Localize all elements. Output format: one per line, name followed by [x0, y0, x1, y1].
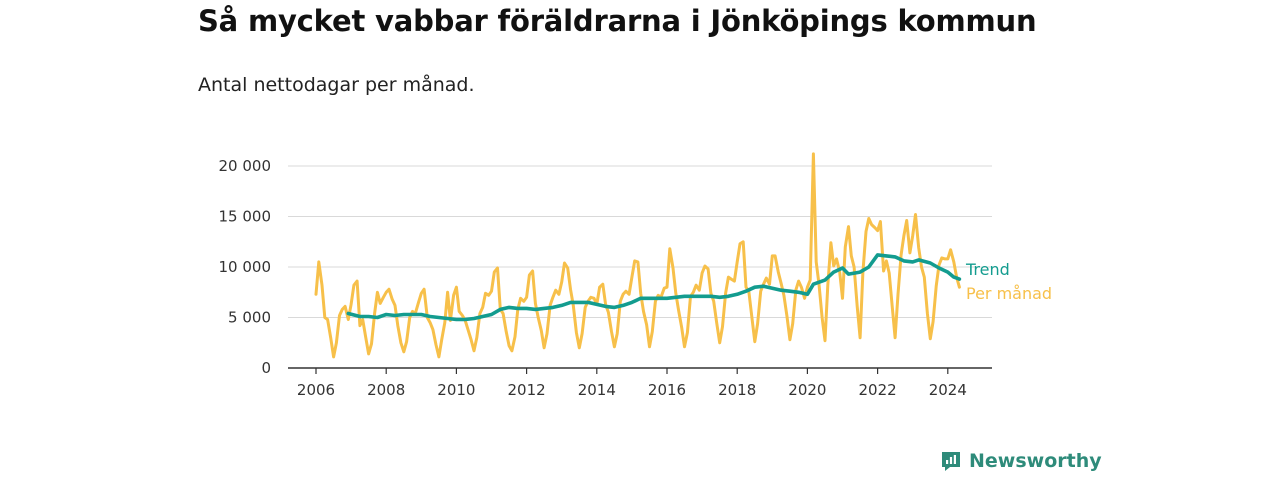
y-tick-label: 10 000 — [219, 258, 272, 276]
x-tick-label: 2006 — [297, 381, 335, 399]
newsworthy-logo-icon — [942, 452, 960, 471]
y-tick-label: 20 000 — [219, 157, 272, 175]
x-axis: 2006 2008 2010 2012 2014 2016 2018 2020 2022 2024 — [288, 367, 992, 399]
per-manad-label: Per månad — [966, 284, 1052, 303]
y-tick-label: 15 000 — [219, 208, 272, 226]
chart-subtitle: Antal nettodagar per månad. — [198, 74, 475, 96]
per-manad-line — [314, 152, 961, 359]
x-tick-label: 2018 — [718, 381, 756, 399]
series-lines — [314, 152, 962, 359]
x-tick-label: 2022 — [859, 381, 897, 399]
trend-line — [346, 253, 962, 322]
x-tick-label: 2024 — [929, 381, 967, 399]
x-tick-label: 2014 — [578, 381, 616, 399]
brand-name: Newsworthy — [969, 450, 1102, 472]
y-tick-label: 0 — [261, 359, 271, 377]
chart-title: Så mycket vabbar föräldrarna i Jönköping… — [198, 4, 1037, 38]
x-tick-label: 2010 — [437, 381, 475, 399]
newsworthy-logo: Newsworthy — [940, 450, 1102, 472]
x-tick-label: 2020 — [788, 381, 826, 399]
y-tick-label: 5 000 — [228, 309, 271, 327]
x-tick-label: 2008 — [367, 381, 405, 399]
gridlines — [288, 165, 992, 318]
x-tick-label: 2016 — [648, 381, 686, 399]
x-tick-label: 2012 — [508, 381, 546, 399]
trend-label: Trend — [965, 260, 1010, 279]
y-axis-ticks: 0 5 000 10 000 15 000 20 000 — [219, 157, 272, 377]
series-labels: Per månad Trend — [965, 260, 1052, 303]
